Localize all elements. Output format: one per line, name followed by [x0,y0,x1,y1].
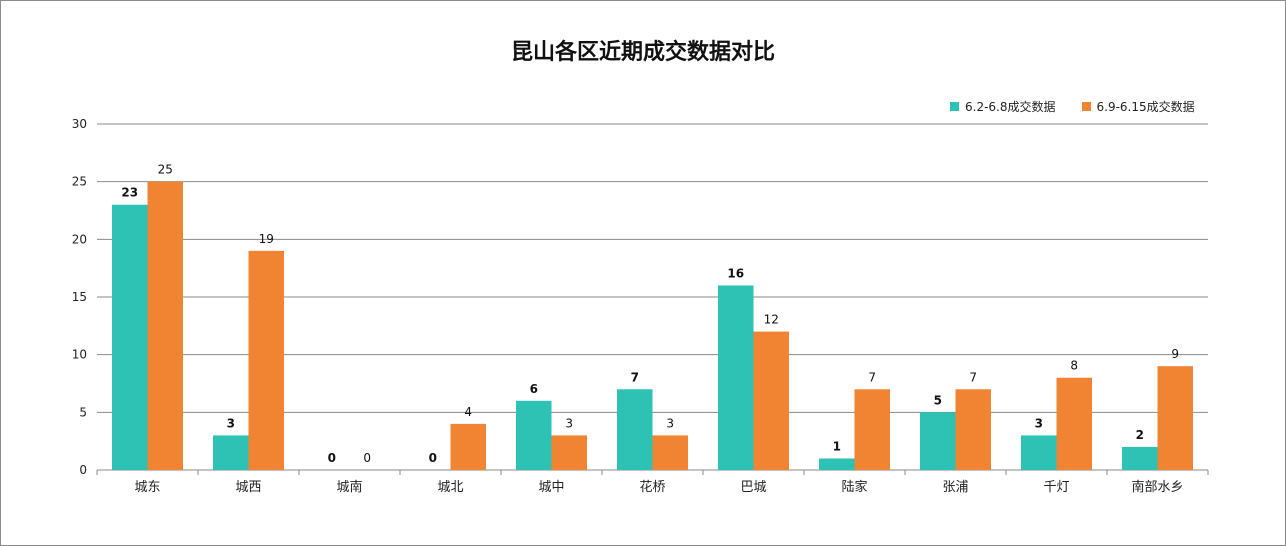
y-tick-label: 5 [79,405,87,419]
x-tick-label: 巴城 [740,480,766,495]
y-tick-label: 0 [79,463,87,477]
data-label: 0 [429,451,437,465]
x-tick-label: 城中 [538,480,564,495]
x-tick-label: 花桥 [639,479,665,495]
data-label: 12 [764,313,779,327]
x-tick-label: 千灯 [1043,480,1069,495]
bar [854,389,890,470]
x-tick-label: 城南 [336,479,362,495]
y-tick-label: 20 [72,232,87,246]
legend-item-series-1: 6.2-6.8成交数据 [950,98,1056,115]
data-label: 4 [464,405,472,419]
bar [1122,446,1158,470]
y-tick-label: 25 [72,175,87,189]
data-label: 3 [666,416,674,430]
data-label: 1 [833,439,841,453]
bar [955,389,991,470]
bar [652,435,688,470]
data-label: 7 [631,370,639,384]
x-tick-label: 城北 [437,480,463,495]
x-tick-label: 张浦 [942,480,968,495]
y-tick-label: 30 [72,117,87,131]
bar [450,423,486,470]
bar [1056,377,1092,470]
data-label: 6 [530,382,538,396]
bar [617,389,653,470]
bar [920,412,956,470]
bar [147,181,183,470]
chart-title: 昆山各区近期成交数据对比 [510,40,775,65]
y-tick-label: 10 [72,348,87,362]
x-tick-label: 南部水乡 [1131,479,1183,495]
x-tick-label: 城西 [235,480,261,495]
bar [551,435,587,470]
legend-item-series-2: 6.9-6.15成交数据 [1081,98,1195,115]
legend-label-series-2: 6.9-6.15成交数据 [1096,100,1195,114]
data-label: 5 [934,393,942,407]
data-label: 9 [1171,347,1179,361]
bar [248,250,284,470]
bar [516,400,552,470]
bar [1021,435,1057,470]
data-label: 8 [1070,359,1078,373]
chart-legend: 6.2-6.8成交数据 6.9-6.15成交数据 [950,98,1195,115]
x-tick-label: 城东 [134,480,160,495]
data-label: 3 [565,416,573,430]
legend-label-series-1: 6.2-6.8成交数据 [965,100,1056,114]
data-label: 7 [868,370,876,384]
bar [718,285,754,470]
legend-swatch-series-2 [1081,102,1091,111]
bar [213,435,249,470]
y-tick-label: 15 [72,290,87,304]
data-label: 16 [727,266,744,280]
legend-swatch-series-1 [950,102,959,111]
data-label: 25 [158,163,173,177]
bar [819,458,855,470]
bar [1157,366,1193,470]
data-label: 2 [1136,428,1144,442]
data-label: 3 [1035,416,1043,430]
data-label: 0 [363,451,371,465]
bar [753,331,789,470]
data-label: 3 [227,416,235,430]
data-label: 23 [121,186,138,200]
data-label: 0 [328,451,336,465]
data-label: 7 [969,370,977,384]
bar [112,204,148,470]
x-tick-label: 陆家 [841,479,867,495]
data-label: 19 [259,232,274,246]
